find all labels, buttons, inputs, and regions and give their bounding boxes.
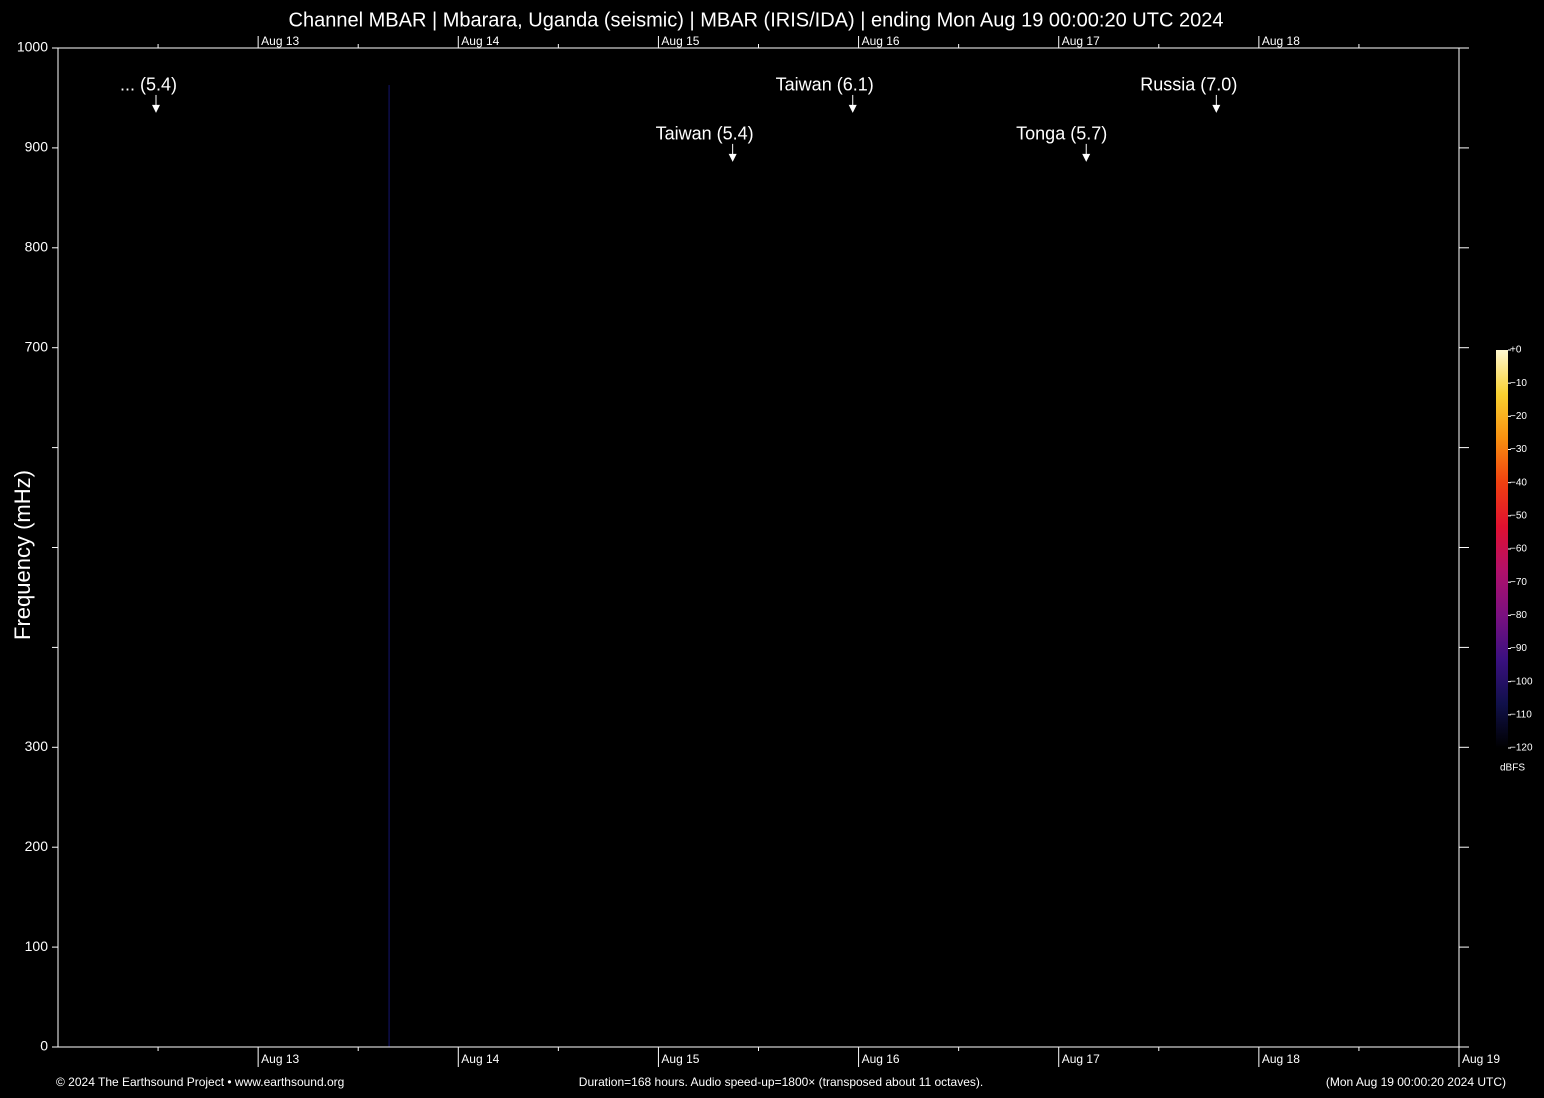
x-tick-label-top: Aug 15 (661, 34, 699, 48)
event-arrow-head (1082, 153, 1091, 162)
colorbar-tick-label: −80 (1510, 610, 1527, 621)
x-tick-label: Aug 16 (862, 1052, 900, 1066)
event-arrow-head (728, 153, 737, 162)
x-tick-label-top: Aug 17 (1062, 34, 1100, 48)
y-tick-label: 100 (25, 938, 49, 954)
colorbar-label: dBFS (1500, 763, 1525, 774)
event-arrow-head (848, 104, 857, 113)
colorbar-tick-label: −40 (1510, 477, 1527, 488)
colorbar-tick-label: −120 (1510, 743, 1533, 754)
colorbar-tick-label: −10 (1510, 378, 1527, 389)
x-tick-label: Aug 14 (461, 1052, 499, 1066)
x-tick-label: Aug 18 (1262, 1052, 1300, 1066)
event-label: Taiwan (6.1) (776, 75, 874, 95)
y-tick-label: 200 (25, 838, 49, 854)
event-label: Russia (7.0) (1140, 75, 1237, 95)
colorbar-tick-label: −50 (1510, 510, 1527, 521)
x-tick-label-top: Aug 13 (261, 34, 299, 48)
footer-center: Duration=168 hours. Audio speed-up=1800×… (579, 1075, 983, 1089)
event-label: ... (5.4) (120, 75, 177, 95)
event-arrow-head (1212, 104, 1221, 113)
footer-left: © 2024 The Earthsound Project • www.eart… (56, 1075, 344, 1089)
x-tick-label-top: Aug 16 (862, 34, 900, 48)
chart-title: Channel MBAR | Mbarara, Uganda (seismic)… (289, 9, 1224, 31)
event-arrow-head (151, 104, 160, 113)
footer-right: (Mon Aug 19 00:00:20 2024 UTC) (1326, 1075, 1506, 1089)
y-tick-label: 1000 (17, 39, 48, 55)
colorbar-tick-label: −60 (1510, 544, 1527, 555)
y-tick-label: 0 (40, 1038, 48, 1054)
y-axis-label: Frequency (mHz) (10, 470, 35, 640)
y-tick-label: 800 (25, 239, 49, 255)
x-tick-label-top: Aug 14 (461, 34, 499, 48)
y-tick-label: 700 (25, 338, 49, 354)
y-tick-label: 900 (25, 139, 49, 155)
colorbar-tick-label: −100 (1510, 676, 1533, 687)
event-label: Tonga (5.7) (1016, 124, 1107, 144)
colorbar-tick-label: −30 (1510, 444, 1527, 455)
x-tick-label: Aug 19 (1462, 1052, 1500, 1066)
x-tick-label: Aug 13 (261, 1052, 299, 1066)
x-tick-label-top: Aug 18 (1262, 34, 1300, 48)
y-tick-label: 300 (25, 738, 49, 754)
colorbar-tick-label: −90 (1510, 643, 1527, 654)
colorbar-tick-label: +0 (1510, 345, 1522, 356)
colorbar (1496, 350, 1508, 748)
event-label: Taiwan (5.4) (656, 124, 754, 144)
x-tick-label: Aug 15 (661, 1052, 699, 1066)
colorbar-tick-label: −20 (1510, 411, 1527, 422)
x-tick-label: Aug 17 (1062, 1052, 1100, 1066)
colorbar-tick-label: −110 (1510, 709, 1532, 720)
colorbar-tick-label: −70 (1510, 577, 1527, 588)
